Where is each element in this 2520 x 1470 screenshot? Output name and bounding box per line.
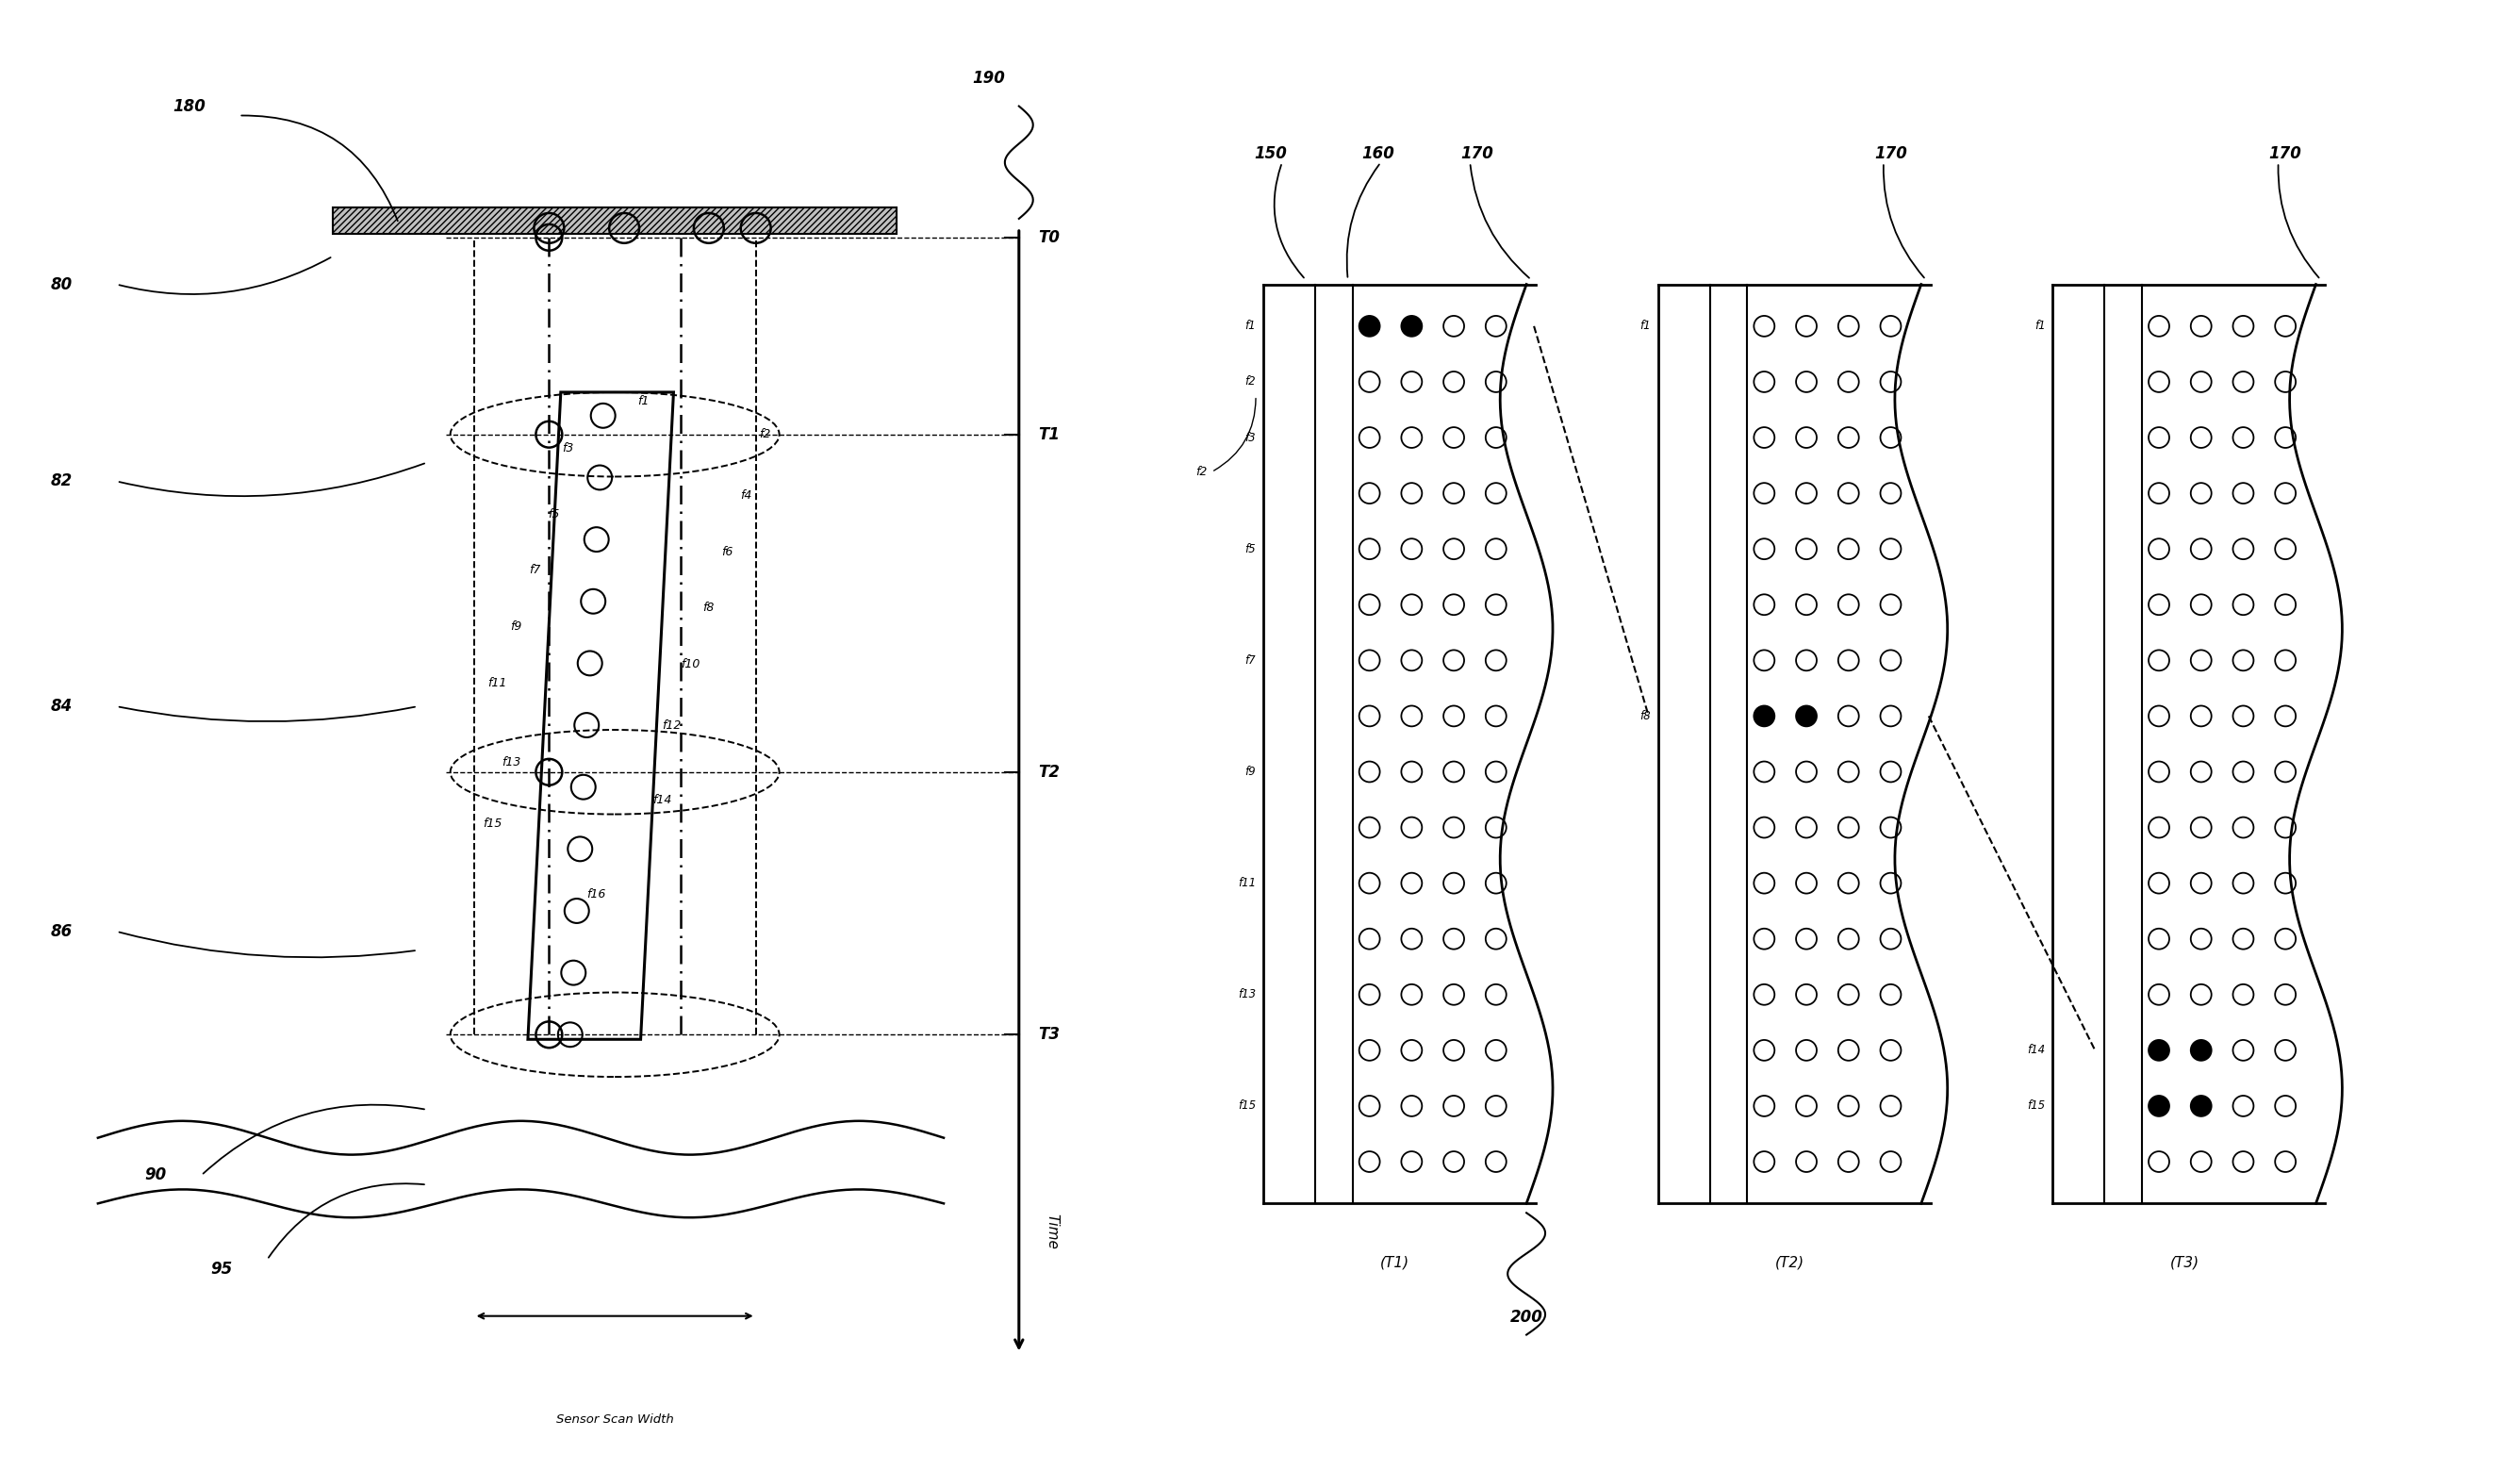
Text: 82: 82 xyxy=(50,473,73,490)
Text: (T2): (T2) xyxy=(1774,1255,1804,1269)
Text: 170: 170 xyxy=(2268,146,2301,162)
Text: f15: f15 xyxy=(1237,1100,1255,1113)
Text: f3: f3 xyxy=(1245,431,1255,444)
Text: f9: f9 xyxy=(1245,766,1255,778)
Circle shape xyxy=(1797,706,1817,726)
Text: f4: f4 xyxy=(741,490,753,501)
Text: f1: f1 xyxy=(2034,320,2046,332)
Text: f3: f3 xyxy=(562,442,575,454)
Text: 86: 86 xyxy=(50,923,73,939)
Text: 84: 84 xyxy=(50,698,73,714)
Text: f8: f8 xyxy=(1641,710,1651,722)
Circle shape xyxy=(1401,316,1421,337)
Text: 170: 170 xyxy=(1462,146,1494,162)
Text: f13: f13 xyxy=(501,757,522,769)
Polygon shape xyxy=(333,207,897,234)
Text: f15: f15 xyxy=(2026,1100,2046,1113)
Text: f7: f7 xyxy=(529,564,542,576)
Text: f10: f10 xyxy=(680,659,701,670)
Text: 80: 80 xyxy=(50,276,73,293)
Text: 180: 180 xyxy=(174,97,207,115)
Text: 170: 170 xyxy=(1875,146,1908,162)
Text: T0: T0 xyxy=(1038,229,1058,245)
Text: f11: f11 xyxy=(1237,878,1255,889)
Text: 200: 200 xyxy=(1509,1308,1542,1326)
Text: Sensor Scan Width: Sensor Scan Width xyxy=(557,1413,673,1426)
Text: f2: f2 xyxy=(1245,376,1255,388)
Text: f5: f5 xyxy=(547,509,559,520)
Text: T2: T2 xyxy=(1038,763,1058,781)
Text: f6: f6 xyxy=(721,545,733,557)
Text: f15: f15 xyxy=(484,817,501,829)
Text: f11: f11 xyxy=(489,676,507,689)
Text: f1: f1 xyxy=(1641,320,1651,332)
Circle shape xyxy=(1754,706,1774,726)
Circle shape xyxy=(2190,1095,2213,1116)
Text: f5: f5 xyxy=(1245,542,1255,556)
Circle shape xyxy=(2150,1039,2170,1060)
Circle shape xyxy=(2150,1095,2170,1116)
Circle shape xyxy=(1358,316,1381,337)
Text: f2: f2 xyxy=(759,428,771,441)
Text: f16: f16 xyxy=(587,888,605,900)
Text: f1: f1 xyxy=(1245,320,1255,332)
Text: f2: f2 xyxy=(1194,466,1207,478)
Text: f9: f9 xyxy=(509,620,522,632)
Text: f13: f13 xyxy=(1237,988,1255,1001)
Text: 90: 90 xyxy=(146,1167,166,1183)
Text: f14: f14 xyxy=(2026,1044,2046,1057)
Text: T1: T1 xyxy=(1038,426,1058,442)
Text: 190: 190 xyxy=(973,69,1005,87)
Text: f12: f12 xyxy=(663,719,680,731)
Text: 95: 95 xyxy=(212,1261,232,1277)
Text: T3: T3 xyxy=(1038,1026,1058,1044)
Text: Time: Time xyxy=(1046,1214,1058,1249)
Text: f1: f1 xyxy=(638,395,648,407)
Text: f14: f14 xyxy=(653,794,670,807)
Text: f8: f8 xyxy=(703,601,716,614)
Text: (T1): (T1) xyxy=(1381,1255,1409,1269)
Text: 160: 160 xyxy=(1361,146,1396,162)
Text: 150: 150 xyxy=(1255,146,1288,162)
Text: f7: f7 xyxy=(1245,654,1255,666)
Circle shape xyxy=(2190,1039,2213,1060)
Text: (T3): (T3) xyxy=(2170,1255,2200,1269)
